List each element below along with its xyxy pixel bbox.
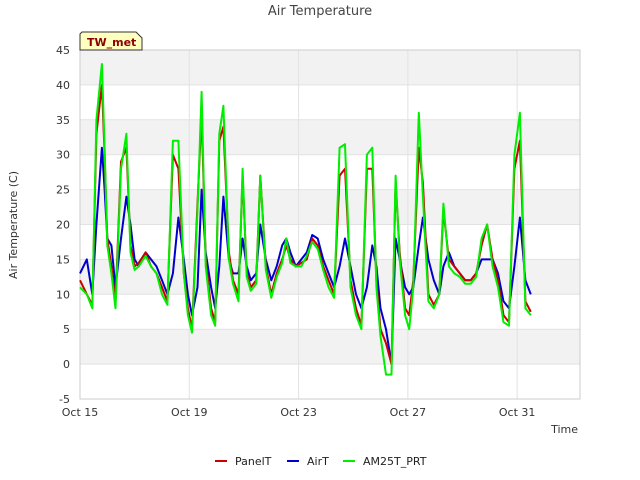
band	[80, 50, 580, 85]
legend-label: AM25T_PRT	[363, 455, 427, 468]
x-tick-label: Oct 27	[390, 406, 427, 419]
band	[80, 84, 580, 120]
station-tag-label: TW_met	[87, 36, 136, 49]
chart-title: Air Temperature	[268, 4, 372, 19]
y-tick-label: 10	[56, 288, 70, 301]
y-tick-label: 30	[56, 149, 70, 162]
band	[80, 154, 580, 190]
band	[80, 364, 580, 399]
band	[80, 329, 580, 365]
series-line-am25t-prt	[79, 63, 532, 376]
y-tick-label: 20	[56, 219, 70, 232]
x-axis-ticks: Oct 15 Oct 19 Oct 23 Oct 27 Oct 31	[62, 406, 536, 419]
y-axis-ticks: -5 0 5 10 15 20 25 30 35 40 45	[56, 44, 70, 406]
x-tick-label: Oct 23	[280, 406, 317, 419]
y-tick-label: -5	[59, 393, 70, 406]
band	[80, 189, 580, 225]
y-axis-label: Air Temperature (C)	[7, 171, 20, 279]
y-tick-label: 35	[56, 114, 70, 127]
alternating-bands	[80, 50, 580, 399]
band	[80, 294, 580, 330]
y-tick-label: 15	[56, 253, 70, 266]
x-tick-label: Oct 15	[62, 406, 99, 419]
y-tick-label: 5	[63, 323, 70, 336]
station-tag-box	[79, 31, 143, 51]
x-tick-label: Oct 19	[171, 406, 208, 419]
legend-label: PanelT	[235, 455, 272, 468]
series-lines	[79, 63, 532, 376]
legend: PanelT AirT AM25T_PRT	[215, 455, 427, 468]
band	[80, 119, 580, 155]
y-tick-label: 40	[56, 79, 70, 92]
band	[80, 224, 580, 260]
y-tick-label: 25	[56, 184, 70, 197]
plot-area-border	[79, 49, 581, 400]
x-axis-label: Time	[550, 423, 578, 436]
x-tick-label: Oct 31	[499, 406, 536, 419]
legend-label: AirT	[307, 455, 329, 468]
station-tag: TW_met	[79, 31, 143, 51]
y-tick-label: 0	[63, 358, 70, 371]
y-tick-label: 45	[56, 44, 70, 57]
